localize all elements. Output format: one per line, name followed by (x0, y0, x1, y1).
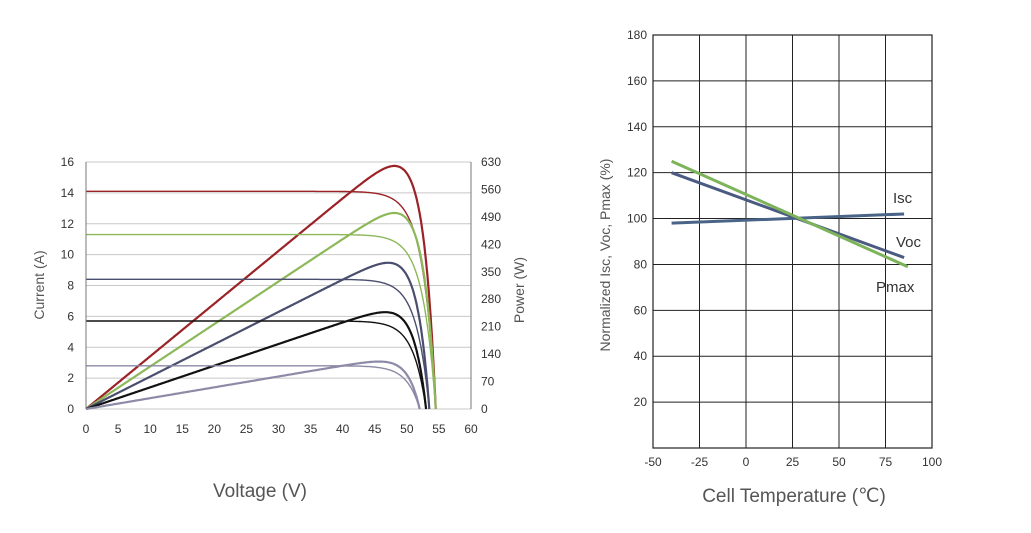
series-label-voc: Voc (896, 234, 922, 251)
right-x-tick-label: 50 (832, 455, 846, 469)
iv-curve-chart: 0 5 10 15 20 25 30 35 40 45 50 55 60 0 2 4 6 8 10 12 14 16 0… (31, 155, 527, 502)
right-y-tick-label: 160 (627, 74, 647, 88)
left-x-tick-label: 40 (336, 422, 350, 436)
iv-curve (86, 278, 430, 410)
right-x-tick-label: -25 (691, 455, 709, 469)
left-y2-tick-label: 490 (481, 210, 501, 224)
temperature-chart: -50 -25 0 25 50 75 100 20 40 60 80 100 120 140 160 180… (597, 28, 942, 507)
series-line-voc (671, 171, 905, 259)
series-label-pmax: Pmax (876, 279, 915, 296)
left-y2-tick-label: 140 (481, 347, 501, 361)
right-gridlines (652, 34, 933, 449)
left-y2-tick-label: 280 (481, 292, 501, 306)
right-y-tick-labels: 20 40 60 80 100 120 140 160 180 (627, 28, 647, 409)
right-x-tick-labels: -50 -25 0 25 50 75 100 (644, 455, 942, 469)
left-x-tick-label: 20 (208, 422, 222, 436)
left-gridlines (86, 161, 471, 410)
left-x-tick-label: 25 (240, 422, 254, 436)
right-x-tick-label: -50 (644, 455, 662, 469)
right-series-labels: Isc Voc Pmax (876, 190, 922, 296)
left-y-tick-label: 4 (67, 340, 74, 354)
iv-curve (86, 320, 427, 410)
right-y-tick-label: 80 (634, 257, 648, 271)
right-y-tick-label: 100 (627, 212, 647, 226)
left-x-tick-label: 0 (83, 422, 90, 436)
left-y-tick-labels: 0 2 4 6 8 10 12 14 16 (61, 155, 75, 416)
left-y-tick-label: 8 (67, 279, 74, 293)
left-x-tick-label: 50 (400, 422, 414, 436)
right-series-lines (670, 159, 909, 269)
left-x-tick-label: 30 (272, 422, 286, 436)
right-y-tick-label: 20 (634, 395, 648, 409)
left-x-tick-label: 55 (432, 422, 446, 436)
left-y2-tick-labels: 0 70 140 210 280 350 420 490 560 630 (481, 155, 501, 416)
right-y-tick-label: 40 (634, 349, 648, 363)
right-x-tick-label: 100 (922, 455, 942, 469)
power-curve (85, 311, 428, 411)
left-y-tick-label: 0 (67, 402, 74, 416)
iv-curve (86, 365, 421, 410)
series-label-isc: Isc (893, 190, 913, 207)
power-curve (85, 164, 437, 410)
right-y-tick-label: 60 (634, 303, 648, 317)
left-y-tick-label: 10 (61, 248, 75, 262)
left-y-tick-label: 14 (61, 186, 75, 200)
power-curve (85, 211, 437, 410)
left-x-tick-label: 10 (143, 422, 157, 436)
left-x-axis-title: Voltage (V) (213, 481, 307, 502)
left-y2-tick-label: 420 (481, 237, 501, 251)
right-x-axis-title: Cell Temperature (℃) (702, 486, 886, 507)
left-y-tick-label: 2 (67, 371, 74, 385)
iv-curve (86, 233, 437, 410)
left-x-tick-label: 60 (464, 422, 478, 436)
left-y2-tick-label: 210 (481, 320, 501, 334)
series-line-pmax (670, 159, 909, 269)
left-x-tick-label: 45 (368, 422, 382, 436)
left-axes (85, 162, 472, 409)
right-y-tick-label: 120 (627, 166, 647, 180)
right-x-tick-label: 0 (743, 455, 750, 469)
power-curve (85, 360, 421, 411)
left-x-tick-label: 15 (176, 422, 190, 436)
left-y-tick-label: 6 (67, 309, 74, 323)
left-y2-tick-label: 630 (481, 155, 501, 169)
left-y2-axis-title: Power (W) (511, 257, 527, 323)
left-y2-tick-label: 560 (481, 182, 501, 196)
left-y2-tick-label: 350 (481, 265, 501, 279)
left-x-tick-label: 35 (304, 422, 318, 436)
left-y2-tick-label: 70 (481, 375, 495, 389)
left-curves (85, 164, 437, 411)
series-line-isc (671, 212, 905, 225)
left-x-tick-labels: 0 5 10 15 20 25 30 35 40 45 50 55 60 (83, 422, 478, 436)
right-y-axis-title: Normalized Isc, Voc, Pmax (%) (597, 159, 613, 352)
left-y-tick-label: 16 (61, 155, 75, 169)
right-x-tick-label: 75 (879, 455, 893, 469)
right-y-tick-label: 140 (627, 120, 647, 134)
right-x-tick-label: 25 (786, 455, 800, 469)
left-x-tick-label: 5 (115, 422, 122, 436)
iv-curve (86, 190, 437, 410)
right-y-tick-label: 180 (627, 28, 647, 42)
left-y2-tick-label: 0 (481, 402, 488, 416)
power-curve (85, 261, 431, 410)
left-y-axis-title: Current (A) (31, 250, 47, 319)
left-y-tick-label: 12 (61, 217, 75, 231)
